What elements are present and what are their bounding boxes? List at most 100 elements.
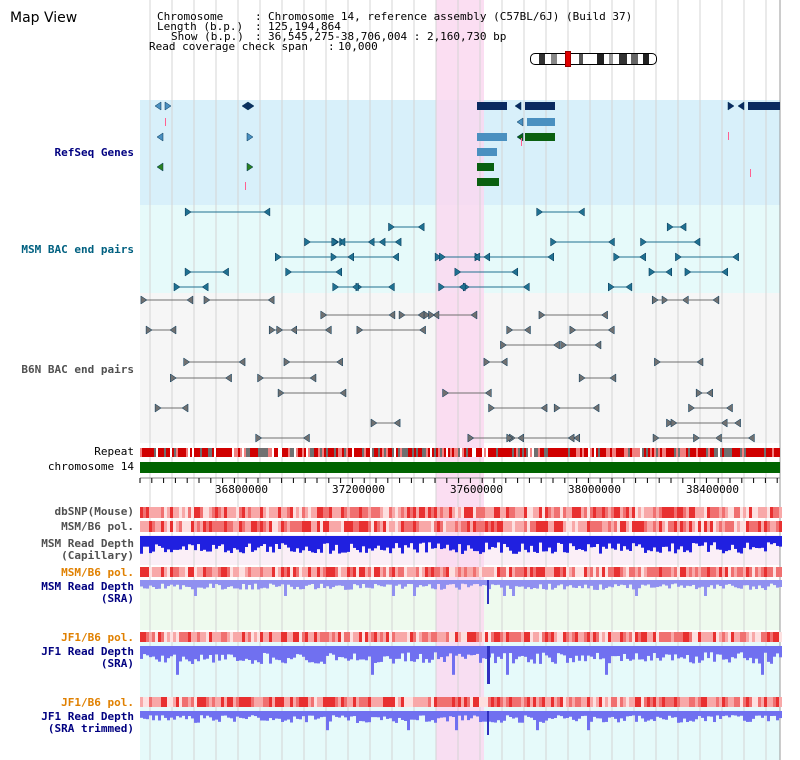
read-depth-bar: [713, 646, 716, 662]
polymorphism-cell: [770, 567, 773, 577]
polymorphism-cell: [443, 507, 446, 518]
read-depth-bar: [296, 711, 299, 719]
strand-arrow: [578, 373, 586, 383]
track-label-refseq-genes[interactable]: RefSeq Genes: [54, 146, 134, 159]
polymorphism-cell: [209, 632, 212, 642]
strand-arrow: [613, 252, 621, 262]
read-depth-bar: [713, 536, 716, 543]
polymorphism-cell: [584, 567, 587, 577]
polymorphism-cell: [167, 632, 170, 642]
read-depth-bar: [350, 580, 353, 590]
polymorphism-cell: [608, 521, 611, 532]
repeat-segment: [710, 448, 712, 457]
track-label-msm-b6-pol-2[interactable]: MSM/B6 pol.: [61, 566, 134, 579]
read-depth-bar: [563, 711, 566, 719]
repeat-segment: [450, 448, 452, 457]
repeat-segment: [434, 448, 436, 457]
gene-tick: [245, 182, 246, 190]
read-depth-bar: [434, 711, 437, 723]
polymorphism-cell: [404, 521, 407, 532]
read-depth-bar: [503, 536, 506, 544]
track-label-jf1-depth-sra[interactable]: JF1 Read Depth: [41, 645, 134, 658]
read-depth-bar: [257, 646, 260, 663]
read-depth-bar: [176, 580, 179, 585]
polymorphism-cell: [263, 567, 266, 577]
read-depth-bar: [227, 711, 230, 718]
repeat-segment: [774, 448, 776, 457]
polymorphism-cell: [290, 632, 293, 642]
track-label-jf1-depth-trimmed[interactable]: JF1 Read Depth: [41, 710, 134, 723]
track-label-msm-depth-sra[interactable]: MSM Read Depth: [41, 580, 134, 593]
chromosome-ideogram[interactable]: [530, 53, 657, 65]
polymorphism-cell: [224, 567, 227, 577]
polymorphism-cell: [206, 507, 209, 518]
repeat-segment: [156, 448, 158, 457]
polymorphism-cell: [584, 507, 587, 518]
repeat-segment: [210, 448, 212, 457]
track-label-repeat[interactable]: Repeat: [94, 445, 134, 458]
read-depth-bar: [674, 646, 677, 655]
repeat-segment: [476, 448, 478, 457]
read-depth-bar: [239, 580, 242, 590]
polymorphism-cell: [482, 697, 485, 707]
polymorphism-cell: [446, 567, 449, 577]
polymorphism-cell: [503, 632, 506, 642]
polymorphism-cell: [311, 507, 314, 518]
read-depth-bar: [623, 711, 626, 721]
polymorphism-cell: [563, 697, 566, 707]
read-depth-bar: [479, 646, 482, 663]
read-depth-bar: [416, 536, 419, 553]
read-depth-bar: [287, 711, 290, 720]
repeat-segment: [632, 448, 634, 457]
track-label-msm-depth-capillary[interactable]: MSM Read Depth: [41, 537, 134, 550]
read-depth-bar: [143, 580, 146, 589]
polymorphism-cell: [311, 567, 314, 577]
read-depth-bar: [329, 536, 332, 554]
polymorphism-cell: [707, 521, 710, 532]
read-depth-bar: [584, 711, 587, 716]
polymorphism-cell: [338, 632, 341, 642]
polymorphism-cell: [212, 567, 215, 577]
read-depth-bar: [506, 711, 509, 716]
polymorphism-cell: [200, 632, 203, 642]
read-depth-bar: [644, 711, 647, 722]
polymorphism-cell: [368, 521, 371, 532]
polymorphism-cell: [773, 632, 776, 642]
polymorphism-cell: [296, 521, 299, 532]
strand-arrow: [488, 403, 496, 413]
read-depth-bar: [371, 646, 374, 675]
polymorphism-cell: [236, 632, 239, 642]
track-label-jf1-b6-pol[interactable]: JF1/B6 pol.: [61, 631, 134, 644]
repeat-segment: [178, 448, 180, 457]
repeat-segment: [274, 448, 276, 457]
read-depth-bar: [491, 536, 494, 548]
read-depth-bar: [311, 646, 314, 663]
read-depth-bar: [659, 711, 662, 718]
polymorphism-cell: [344, 521, 347, 532]
repeat-segment: [702, 448, 704, 457]
repeat-segment: [704, 448, 706, 457]
polymorphism-cell: [650, 507, 653, 518]
repeat-segment: [230, 448, 232, 457]
track-label-b6n-bac-end-pairs[interactable]: B6N BAC end pairs: [21, 363, 134, 376]
polymorphism-cell: [608, 632, 611, 642]
strand-arrow: [222, 267, 229, 277]
polymorphism-cell: [719, 521, 722, 532]
polymorphism-cell: [179, 567, 182, 577]
polymorphism-cell: [383, 567, 386, 577]
repeat-segment: [574, 448, 576, 457]
track-label-msm-b6-pol[interactable]: MSM/B6 pol.: [61, 520, 134, 533]
polymorphism-cell: [218, 567, 221, 577]
strand-arrow: [184, 207, 192, 217]
track-label-dbsnp[interactable]: dbSNP(Mouse): [54, 505, 134, 518]
read-depth-bar: [407, 580, 410, 584]
polymorphism-cell: [284, 697, 287, 707]
polymorphism-cell: [353, 521, 356, 532]
track-label-msm-bac-end-pairs[interactable]: MSM BAC end pairs: [21, 243, 134, 256]
repeat-segment: [298, 448, 300, 457]
strand-arrow: [454, 267, 462, 277]
track-label-jf1-b6-pol-2[interactable]: JF1/B6 pol.: [61, 696, 134, 709]
read-depth-bar: [404, 711, 407, 721]
repeat-segment: [624, 448, 626, 457]
read-depth-bar: [455, 646, 458, 656]
